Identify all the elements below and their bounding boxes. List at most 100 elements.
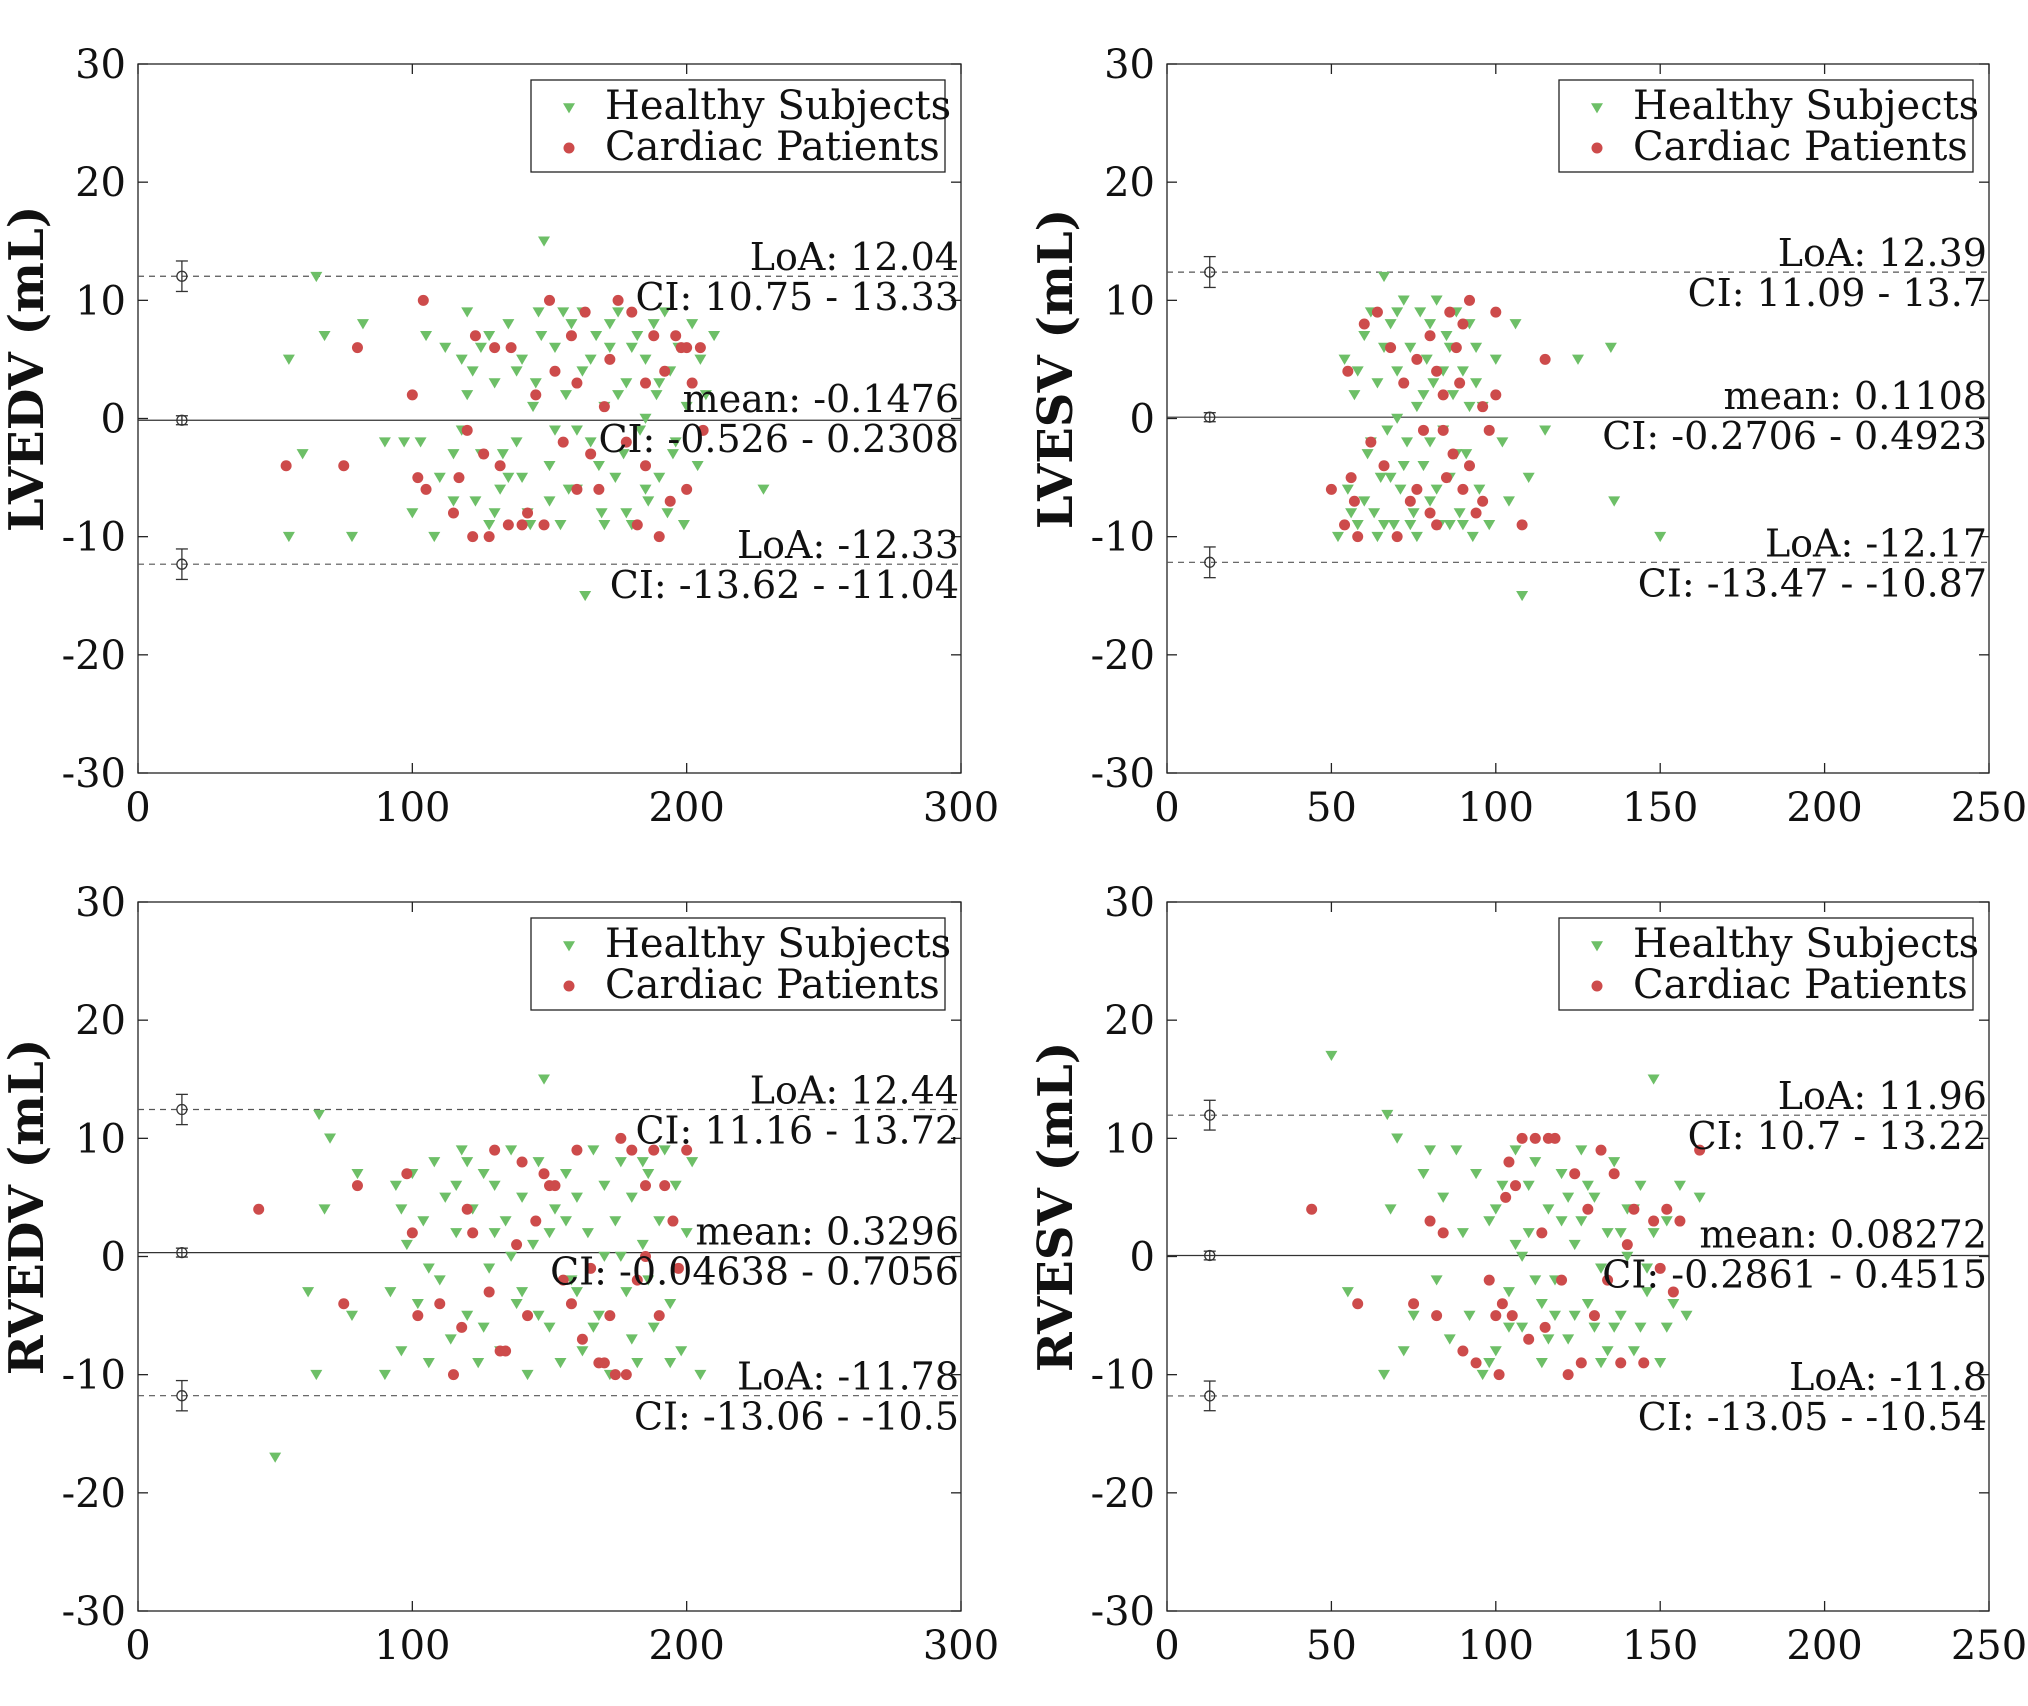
healthy-point xyxy=(411,1298,424,1310)
cardiac-point xyxy=(338,460,350,472)
healthy-point xyxy=(1397,460,1410,472)
upper-ci-marker xyxy=(176,270,188,282)
legend-healthy-label: Healthy Subjects xyxy=(605,83,951,129)
healthy-point xyxy=(617,449,630,460)
healthy-point xyxy=(1654,1358,1667,1369)
cardiac-point xyxy=(1516,1132,1528,1144)
y-tick-label: -30 xyxy=(62,751,126,797)
healthy-point xyxy=(1621,1251,1634,1262)
healthy-point xyxy=(505,1251,518,1262)
y-tick-label: 10 xyxy=(75,1116,126,1162)
healthy-point xyxy=(1440,330,1453,342)
healthy-point xyxy=(653,378,666,389)
healthy-point xyxy=(669,1180,682,1191)
cardiac-point xyxy=(1523,1333,1535,1345)
legend-cardiac-label: Cardiac Patients xyxy=(605,962,940,1008)
healthy-point xyxy=(450,1180,463,1191)
upper-ci-marker xyxy=(1204,1109,1216,1121)
healthy-point xyxy=(631,330,644,342)
healthy-point xyxy=(1542,1334,1555,1345)
healthy-point xyxy=(570,1192,583,1203)
healthy-point xyxy=(318,330,331,342)
healthy-point xyxy=(433,472,446,483)
cardiac-point xyxy=(500,1345,512,1357)
healthy-point xyxy=(1489,1346,1502,1357)
healthy-point xyxy=(1667,1298,1680,1310)
cardiac-point xyxy=(640,460,652,472)
y-tick-label: 20 xyxy=(75,998,126,1044)
mean-ci-marker xyxy=(176,1246,188,1259)
cardiac-point xyxy=(522,507,534,519)
cardiac-point xyxy=(530,1215,542,1227)
cardiac-point xyxy=(1539,353,1551,365)
healthy-point xyxy=(1529,1275,1542,1286)
healthy-point xyxy=(620,508,633,519)
y-tick-label: 30 xyxy=(1104,42,1155,88)
y-tick-label: -20 xyxy=(62,633,126,679)
healthy-point xyxy=(1453,508,1466,519)
cardiac-point xyxy=(615,1132,627,1144)
healthy-point xyxy=(1634,1180,1647,1191)
healthy-point xyxy=(664,1298,677,1310)
healthy-point xyxy=(653,472,666,483)
y-tick-label: 0 xyxy=(101,1235,126,1281)
healthy-point xyxy=(1424,437,1437,448)
x-tick-label: 100 xyxy=(374,1623,450,1669)
healthy-point xyxy=(1348,390,1361,401)
legend-cardiac-label: Cardiac Patients xyxy=(1633,124,1968,170)
healthy-point xyxy=(444,1334,457,1345)
upper-loa-label: LoA: 12.44 xyxy=(750,1069,959,1113)
cardiac-point xyxy=(659,1180,671,1192)
healthy-point xyxy=(603,342,616,353)
healthy-point xyxy=(1522,1180,1535,1191)
healthy-point xyxy=(677,520,690,531)
cardiac-point xyxy=(544,294,555,306)
cardiac-point xyxy=(648,1144,660,1156)
cardiac-point xyxy=(640,1180,652,1192)
cardiac-point xyxy=(653,1310,665,1322)
healthy-point xyxy=(603,319,616,330)
cardiac-point xyxy=(1378,460,1390,472)
mean-label: mean: -0.1476 xyxy=(683,377,959,421)
cardiac-point xyxy=(469,330,481,342)
x-tick-label: 100 xyxy=(374,785,450,831)
y-tick-label: 0 xyxy=(1130,1235,1155,1281)
healthy-point xyxy=(584,354,597,365)
healthy-point xyxy=(310,1369,323,1381)
healthy-point xyxy=(269,1452,282,1463)
cardiac-point xyxy=(1490,389,1502,401)
legend-cardiac-marker xyxy=(1591,142,1603,154)
upper-ci-label: CI: 10.75 - 13.33 xyxy=(635,275,959,319)
cardiac-point xyxy=(653,531,665,543)
healthy-point xyxy=(384,1287,397,1298)
healthy-point xyxy=(1466,531,1479,543)
cardiac-point xyxy=(1424,1215,1436,1227)
y-tick-label: -10 xyxy=(1091,1353,1155,1399)
cardiac-point xyxy=(461,424,473,436)
healthy-point xyxy=(1539,425,1552,436)
cardiac-point xyxy=(631,1274,643,1286)
y-tick-label: 0 xyxy=(101,397,126,443)
healthy-point xyxy=(1595,1263,1608,1274)
cardiac-point xyxy=(1450,342,1462,354)
healthy-point xyxy=(1447,390,1460,401)
lower-loa-label: LoA: -11.78 xyxy=(737,1355,959,1399)
healthy-point xyxy=(1417,460,1430,472)
legend-cardiac-label: Cardiac Patients xyxy=(605,124,940,170)
cardiac-point xyxy=(640,1251,652,1262)
x-tick-label: 50 xyxy=(1306,1623,1357,1669)
healthy-point xyxy=(581,1228,594,1239)
lower-loa-label: LoA: -12.17 xyxy=(1765,521,1987,565)
upper-loa-label: LoA: 11.96 xyxy=(1778,1074,1987,1118)
healthy-point xyxy=(1509,1239,1522,1251)
cardiac-point xyxy=(1562,1369,1574,1381)
cardiac-point xyxy=(667,1215,679,1227)
cardiac-point xyxy=(604,1310,616,1322)
healthy-point xyxy=(694,1369,707,1381)
healthy-point xyxy=(1660,1322,1673,1333)
cardiac-point xyxy=(681,1144,693,1156)
lower-loa-label: LoA: -11.8 xyxy=(1789,1355,1987,1399)
healthy-point xyxy=(455,1145,468,1156)
